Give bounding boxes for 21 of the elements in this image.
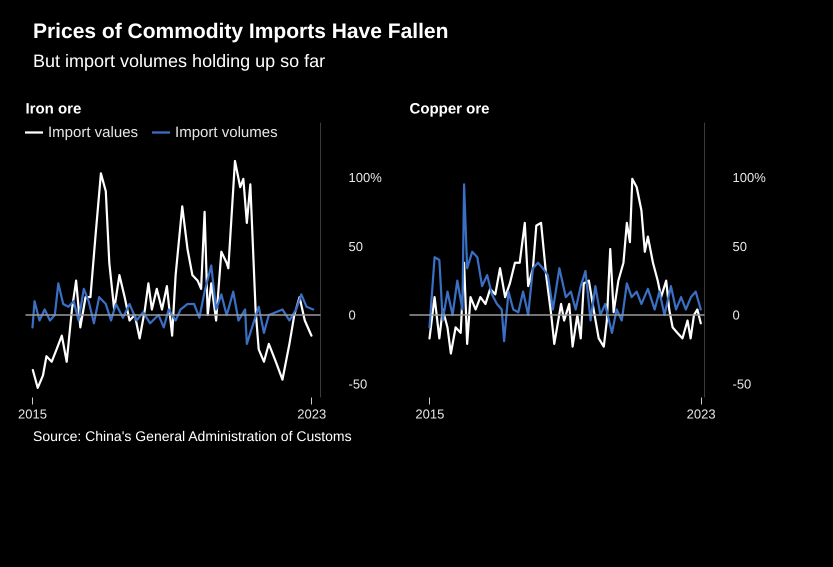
y-tick-label: 50 [732, 238, 747, 254]
text: Prices of Commodity Imports Have Fallen [33, 19, 448, 45]
text: But import volumes holding up so far [33, 50, 326, 73]
legend-label: Import values [48, 124, 138, 140]
y-tick-label: -50 [732, 376, 752, 392]
x-tick-label: 2023 [297, 406, 326, 422]
source-note: Source: China's General Administration of Customs [32, 427, 352, 446]
chart-title: Iron ore [26, 100, 82, 118]
x-tick-label: 2015 [415, 406, 444, 422]
chart-title: Copper ore [410, 100, 490, 118]
y-tick-label: 100% [348, 170, 382, 185]
x-tick-label: 2015 [18, 406, 47, 422]
y-tick-label: -50 [348, 376, 368, 392]
y-tick-label: 0 [348, 308, 356, 322]
y-tick-label: 0 [732, 308, 740, 322]
y-tick-label: 50 [348, 238, 363, 254]
y-tick-label: 100% [732, 170, 766, 185]
x-tick-label: 2023 [686, 406, 716, 422]
legend-label: Import volumes [175, 124, 278, 140]
line-series [31, 264, 314, 345]
line-series [32, 160, 313, 389]
